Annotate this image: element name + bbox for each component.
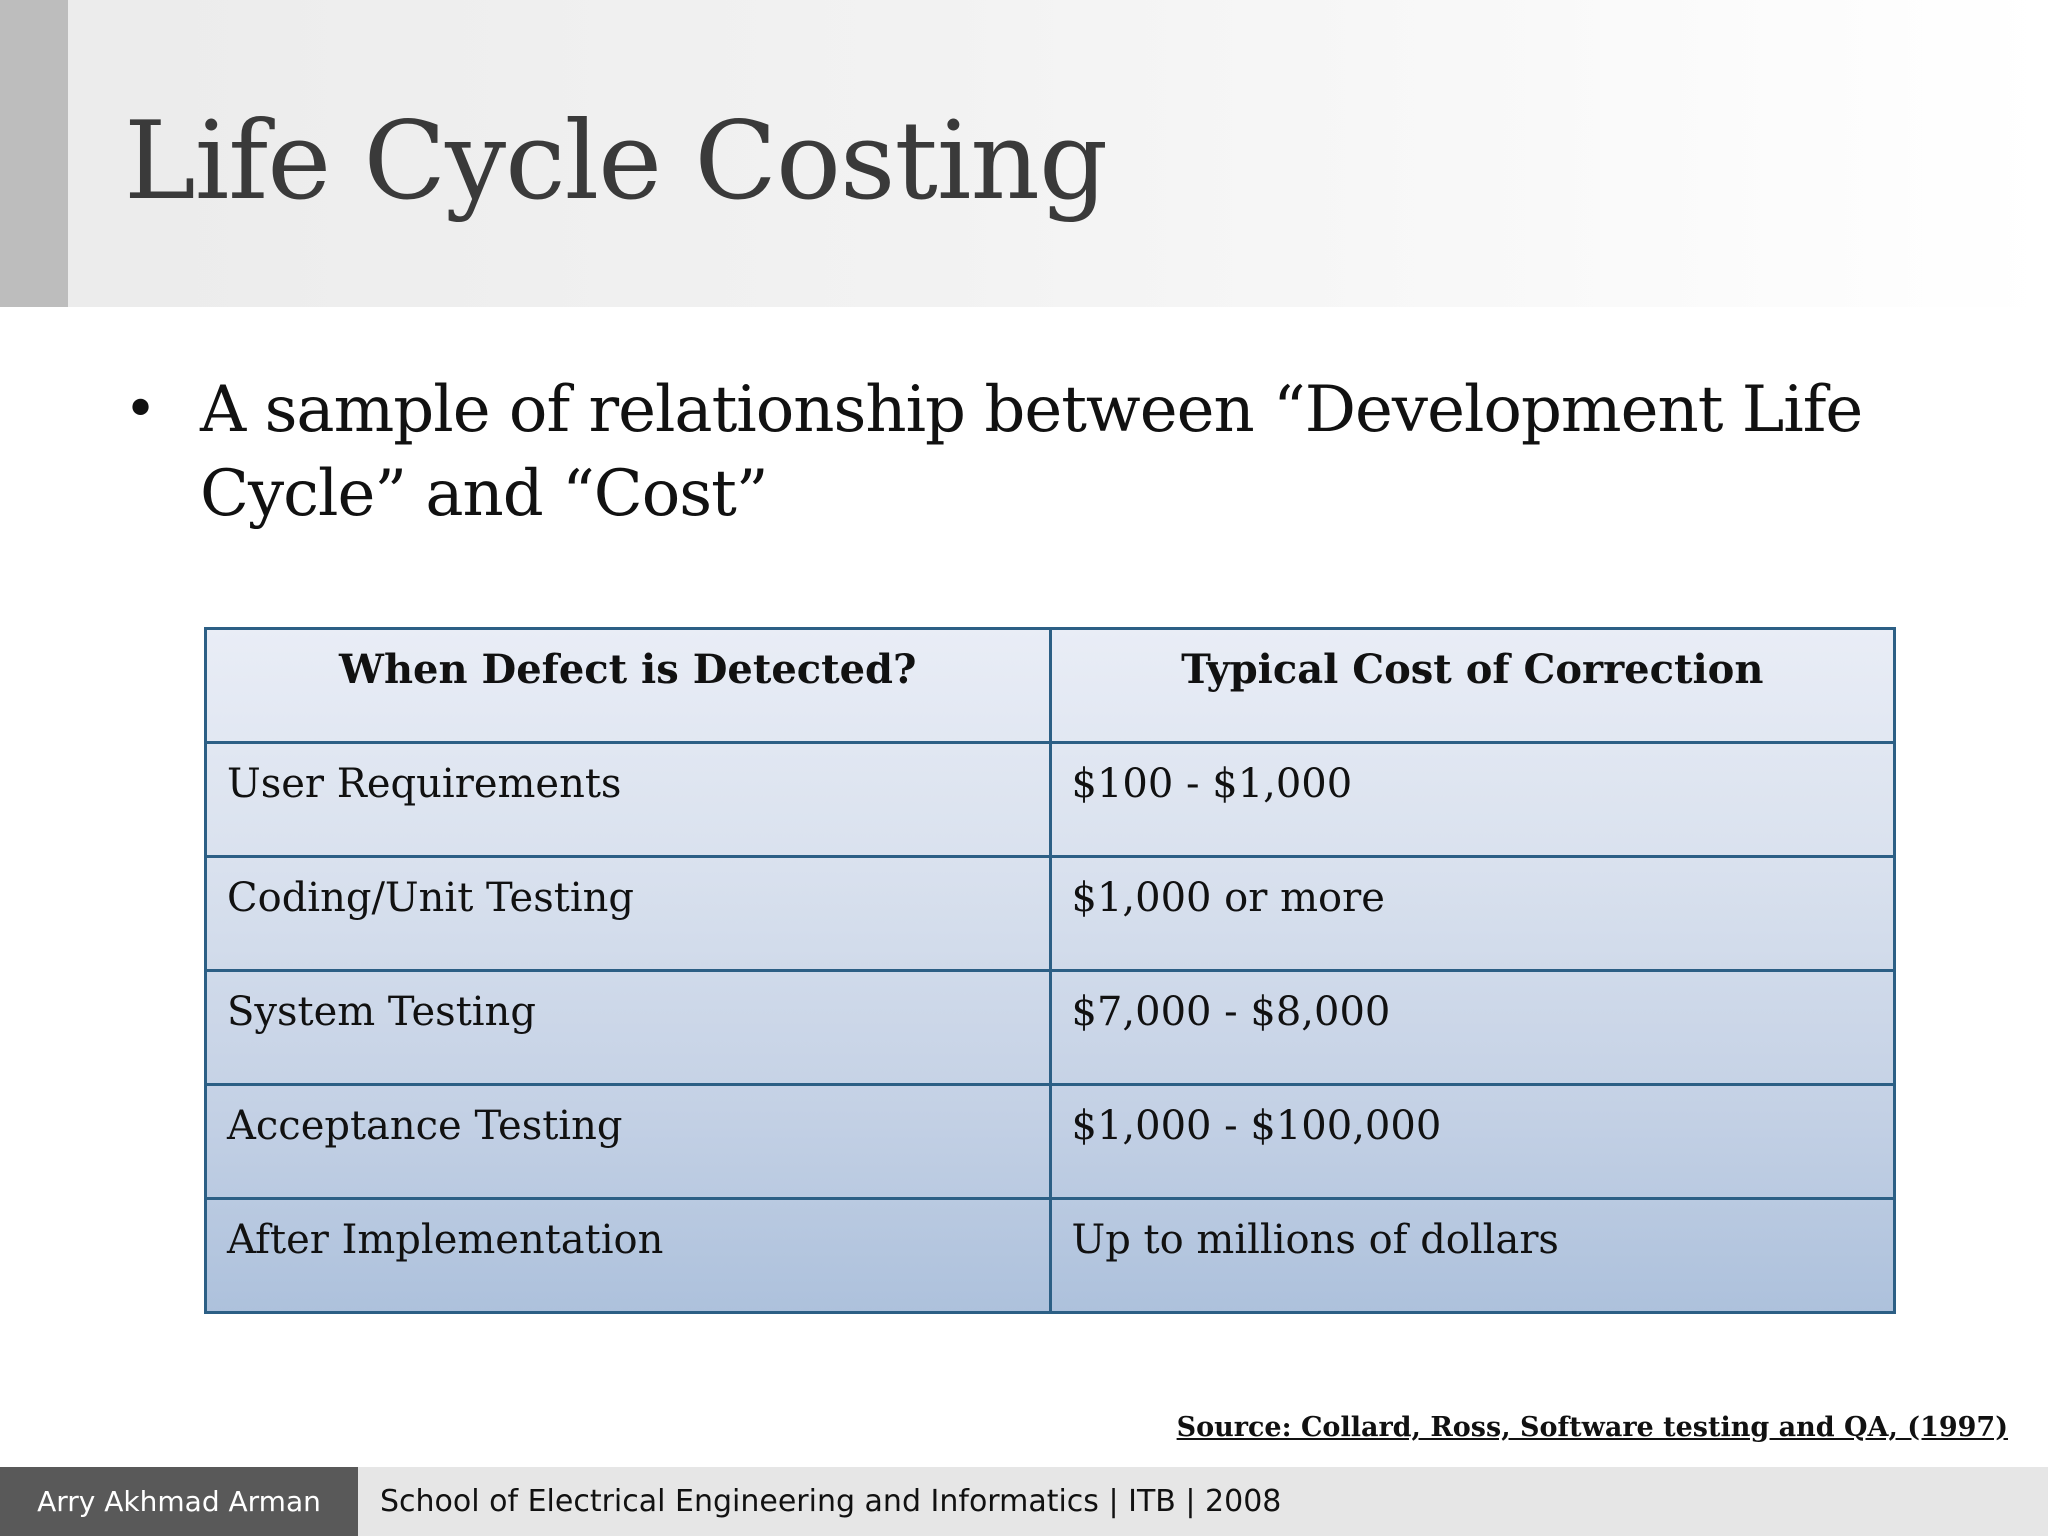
table-row: System Testing $7,000 - $8,000 bbox=[204, 969, 1896, 1086]
table-row: Coding/Unit Testing $1,000 or more bbox=[204, 855, 1896, 972]
bullet-dot-icon: • bbox=[124, 377, 158, 442]
table-cell-cost: $1,000 or more bbox=[1048, 855, 1896, 972]
table-header-when: When Defect is Detected? bbox=[204, 627, 1052, 744]
bullet-text: A sample of relationship between “Develo… bbox=[200, 373, 1863, 531]
table-cell-cost: Up to millions of dollars bbox=[1048, 1197, 1896, 1314]
table-header-row: When Defect is Detected? Typical Cost of… bbox=[204, 627, 1896, 744]
footer-author: Arry Akhmad Arman bbox=[0, 1467, 358, 1536]
table-row: User Requirements $100 - $1,000 bbox=[204, 741, 1896, 858]
table-row: After Implementation Up to millions of d… bbox=[204, 1197, 1896, 1314]
table-cell-stage: Acceptance Testing bbox=[204, 1083, 1052, 1200]
table-cell-stage: Coding/Unit Testing bbox=[204, 855, 1052, 972]
table-cell-stage: User Requirements bbox=[204, 741, 1052, 858]
title-accent-bar bbox=[0, 0, 68, 307]
table-cell-stage: System Testing bbox=[204, 969, 1052, 1086]
table-cell-cost: $100 - $1,000 bbox=[1048, 741, 1896, 858]
title-band bbox=[0, 0, 2048, 307]
cost-table: When Defect is Detected? Typical Cost of… bbox=[204, 627, 1896, 1314]
table-cell-cost: $7,000 - $8,000 bbox=[1048, 969, 1896, 1086]
table-cell-stage: After Implementation bbox=[204, 1197, 1052, 1314]
table-cell-cost: $1,000 - $100,000 bbox=[1048, 1083, 1896, 1200]
footer-institution: School of Electrical Engineering and Inf… bbox=[380, 1484, 1282, 1519]
table-row: Acceptance Testing $1,000 - $100,000 bbox=[204, 1083, 1896, 1200]
table-header-cost: Typical Cost of Correction bbox=[1048, 627, 1896, 744]
slide-title: Life Cycle Costing bbox=[124, 99, 1108, 224]
source-citation: Source: Collard, Ross, Software testing … bbox=[1176, 1412, 2008, 1443]
footer-bar: Arry Akhmad Arman School of Electrical E… bbox=[0, 1467, 2048, 1536]
